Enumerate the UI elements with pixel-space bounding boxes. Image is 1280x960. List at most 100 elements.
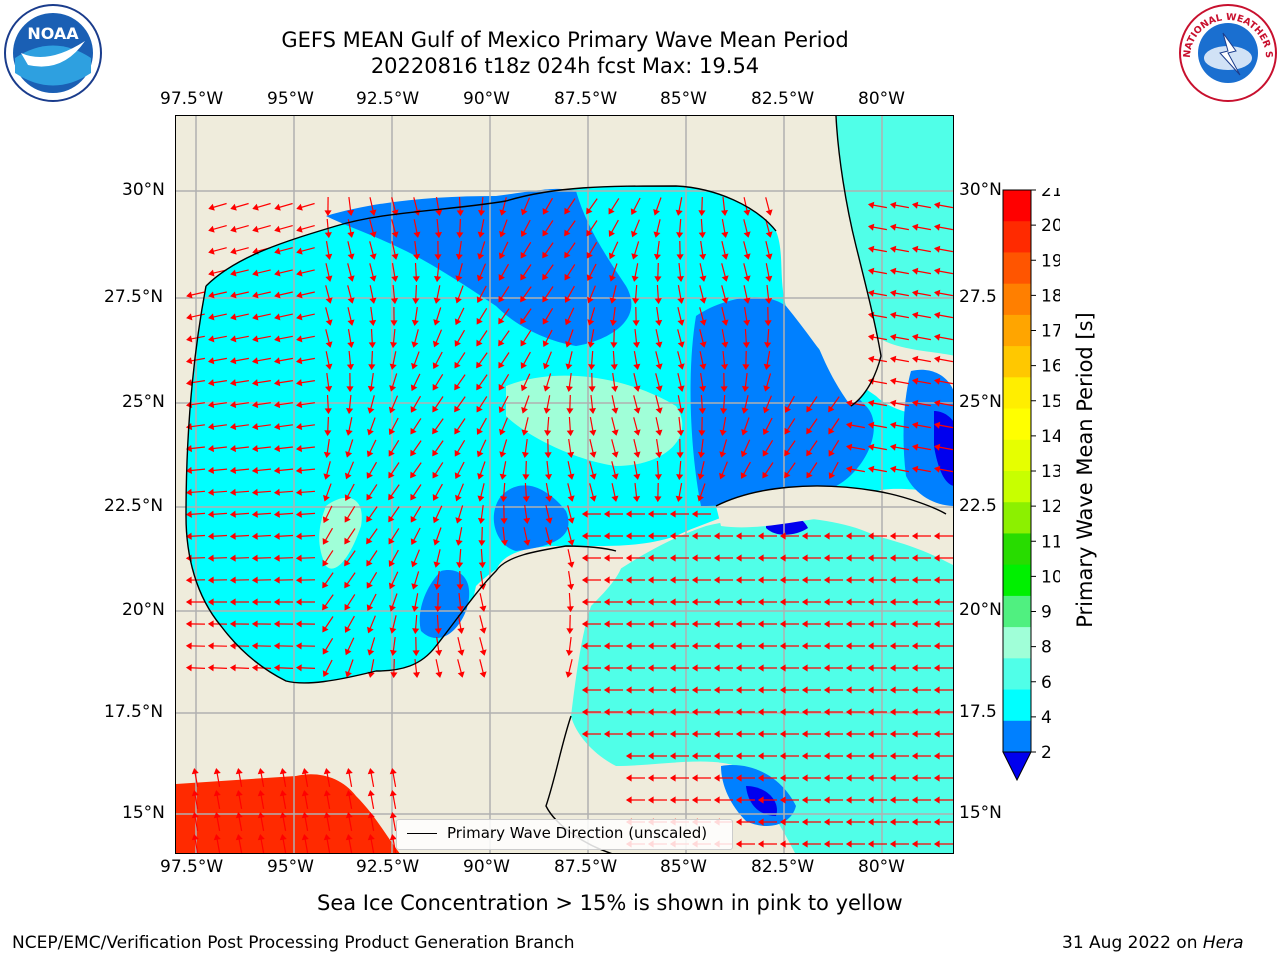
wave-arrow-head <box>367 385 375 393</box>
wave-arrow-head <box>367 671 375 678</box>
wave-arrow-head <box>587 341 595 348</box>
wave-arrow-head <box>207 379 215 387</box>
wave-arrow-head <box>933 267 941 275</box>
wave-arrow-head <box>230 247 237 255</box>
wave-arrow-head <box>609 297 617 304</box>
wave-arrow-head <box>229 488 236 496</box>
wave-arrow-head <box>676 275 685 283</box>
wave-arrow-head <box>589 451 597 458</box>
wave-arrow-head <box>625 708 632 716</box>
wave-arrow-head <box>498 252 506 260</box>
wave-arrow-head <box>344 559 351 567</box>
lon-label-top: 85°W <box>660 89 707 109</box>
wave-arrow-head <box>801 752 808 760</box>
wave-arrow-head <box>543 385 551 392</box>
wave-arrow-head <box>564 273 571 281</box>
wave-arrow-head <box>647 554 654 562</box>
lon-label-top: 80°W <box>858 89 905 109</box>
wave-arrow-head <box>581 642 588 650</box>
wave-arrow-head <box>691 510 698 518</box>
wave-arrow-head <box>588 386 596 393</box>
wave-arrow-head <box>735 708 742 716</box>
wave-arrow-head <box>567 451 575 459</box>
wave-arrow-head <box>213 767 221 775</box>
title-line-2: 20220816 t18z 024h fcst Max: 19.54 <box>370 54 760 78</box>
wave-arrow-head <box>251 664 258 672</box>
wave-arrow-head <box>691 774 698 782</box>
wave-arrow-head <box>388 560 395 567</box>
wave-arrow-head <box>229 664 236 672</box>
colorbar-tick-label: 16 <box>1041 357 1060 377</box>
wave-arrow-head <box>476 339 483 347</box>
wave-arrow-head <box>324 408 332 415</box>
footer-date: 31 Aug 2022 on Hera <box>1062 933 1244 953</box>
wave-arrow-head <box>213 789 221 797</box>
wave-arrow-head <box>565 671 573 678</box>
wave-arrow-head <box>412 650 420 657</box>
wave-arrow-head <box>743 319 751 327</box>
wave-arrow-head <box>273 423 281 431</box>
wave-arrow-head <box>713 708 720 716</box>
wave-arrow-head <box>523 517 531 525</box>
wave-arrow-head <box>208 225 215 233</box>
wave-arrow-head <box>185 357 193 365</box>
wave-arrow-head <box>324 210 332 217</box>
wave-arrow-head <box>229 444 237 453</box>
wave-arrow-head <box>845 620 852 628</box>
wave-arrow-head <box>369 209 377 216</box>
wave-arrow-head <box>647 796 654 804</box>
wave-arrow-head <box>713 576 720 584</box>
wave-arrow-head <box>845 465 853 473</box>
lon-label-top: 95°W <box>267 89 314 109</box>
wave-arrow-head <box>911 730 918 738</box>
wave-arrow-head <box>366 537 373 545</box>
wave-arrow-head <box>611 385 619 393</box>
wave-arrow-head <box>669 642 676 650</box>
wave-arrow-head <box>933 532 940 540</box>
wave-arrow-head <box>845 774 852 782</box>
wave-arrow-head <box>325 319 333 326</box>
coastline <box>185 116 947 853</box>
wave-arrow-head <box>207 576 214 584</box>
wave-arrow-head <box>389 363 397 370</box>
wave-arrow-head <box>911 620 918 628</box>
lon-label-bottom: 85°W <box>660 857 707 877</box>
wave-arrow-head <box>345 833 353 841</box>
wave-arrow-head <box>566 430 574 437</box>
wave-arrow-head <box>391 253 399 260</box>
wave-arrow-head <box>520 273 527 281</box>
wave-arrow-head <box>344 648 352 656</box>
wave-arrow-head <box>911 377 919 385</box>
wave-arrow-head <box>911 311 919 319</box>
wave-arrow-head <box>669 796 676 804</box>
wave-arrow-head <box>625 642 632 650</box>
wave-arrow-head <box>845 818 852 826</box>
wave-arrow-head <box>432 427 439 435</box>
legend-line-swatch <box>407 833 437 834</box>
wave-arrow-head <box>456 562 464 569</box>
wave-arrow-head <box>801 642 808 650</box>
lat-label-right: 25°N <box>959 392 1002 412</box>
colorbar-tick-label: 9 <box>1041 603 1052 623</box>
colorbar-segment <box>1003 502 1031 534</box>
wave-arrow-head <box>740 472 748 479</box>
wave-arrow-head <box>823 796 830 804</box>
yucatan-land <box>367 546 623 853</box>
wave-arrow-head <box>346 209 355 217</box>
wave-arrow-head <box>625 532 632 540</box>
wave-arrow-head <box>564 318 572 326</box>
colorbar-tick-label: 12 <box>1041 497 1060 517</box>
wave-arrow-head <box>889 223 897 231</box>
wave-arrow-head <box>889 708 896 716</box>
wave-arrow-head <box>610 342 618 349</box>
wave-arrow-head <box>347 319 355 326</box>
wave-arrow-head <box>806 427 813 435</box>
wave-arrow-head <box>498 295 505 303</box>
wave-arrow-head <box>699 341 707 348</box>
wave-arrow-head <box>565 363 573 370</box>
wave-arrow-head <box>454 405 461 413</box>
wave-arrow-head <box>295 554 302 562</box>
wave-arrow-head <box>608 207 615 215</box>
wave-arrow-head <box>251 554 258 562</box>
wave-arrow-head <box>801 840 808 848</box>
